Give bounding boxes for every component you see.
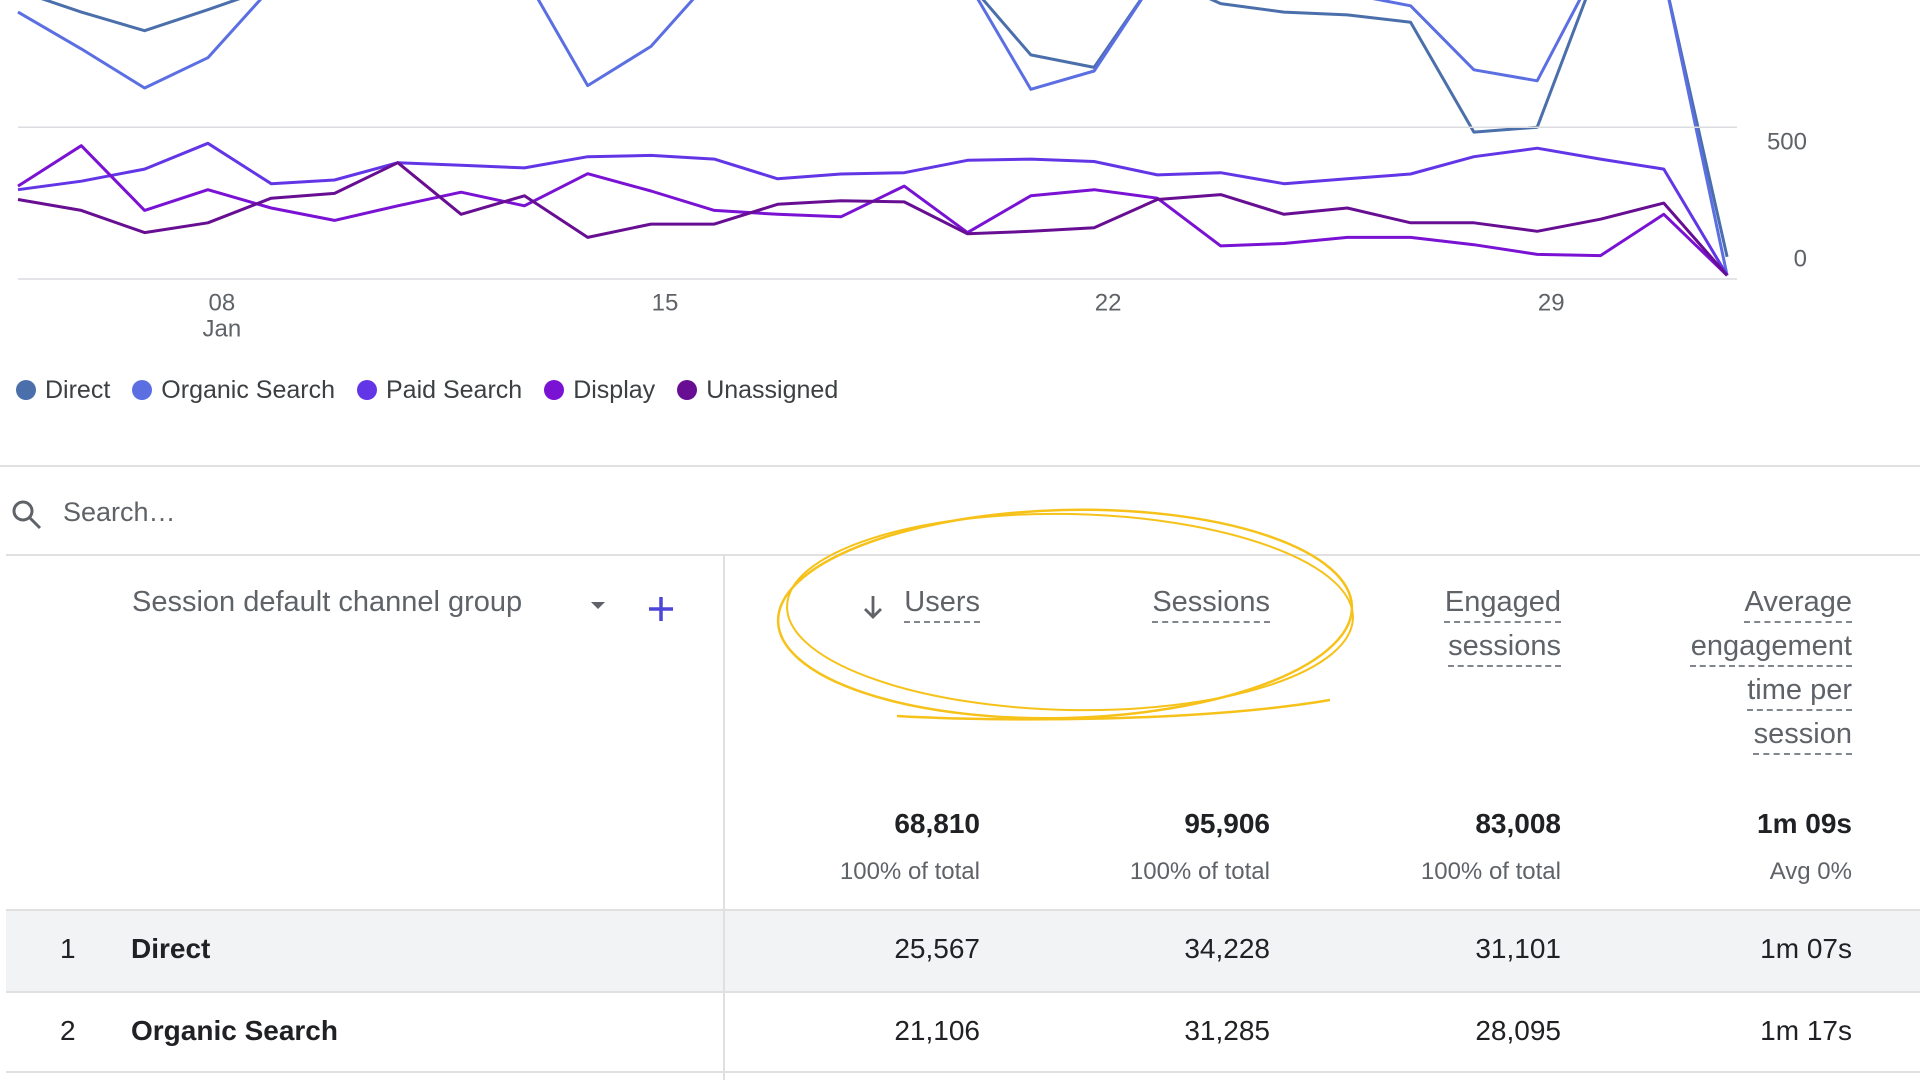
x-tick-label: 29 — [1538, 289, 1565, 316]
row-rank: 2 — [60, 1015, 76, 1046]
dropdown-caret[interactable] — [586, 596, 612, 616]
legend-item[interactable]: Paid Search — [357, 372, 522, 408]
series-line — [17, 141, 1729, 277]
legend-swatch — [544, 380, 565, 400]
row-divider — [6, 1071, 1920, 1073]
column-header-text: Users — [904, 586, 980, 618]
legend-item[interactable]: Organic Search — [132, 372, 335, 408]
column-header-text: Sessions — [1152, 586, 1270, 618]
legend-label: Direct — [45, 375, 111, 404]
column-header-text: Average engagement time per session — [1690, 586, 1852, 750]
legend-label: Organic Search — [161, 375, 335, 404]
column-header[interactable]: Average engagement time per session — [1642, 580, 1852, 756]
column-header[interactable]: Users — [760, 580, 980, 624]
legend-label: Unassigned — [706, 375, 839, 404]
search-input[interactable]: Search… — [63, 497, 176, 527]
total-subtext: Avg 0% — [1769, 858, 1852, 885]
row-cell: 28,095 — [1475, 1015, 1561, 1046]
x-tick-label: 22 — [1095, 289, 1122, 316]
row-background — [6, 991, 1920, 1074]
divider — [6, 554, 1920, 556]
highlight-stroke — [896, 698, 1331, 721]
legend-item[interactable]: Direct — [16, 372, 110, 408]
x-month-label: Jan — [203, 315, 242, 342]
legend-swatch — [677, 380, 698, 400]
total-value: 1m 09s — [1757, 808, 1852, 839]
y-tick-label: 0 — [1794, 245, 1807, 272]
series-line — [17, 161, 1729, 277]
column-divider — [723, 556, 725, 1080]
divider — [0, 465, 1920, 467]
column-header-text: Engaged sessions — [1444, 586, 1561, 662]
series-line — [17, 0, 1729, 276]
row-cell: 34,228 — [1184, 933, 1270, 964]
add-dimension[interactable] — [644, 592, 678, 626]
row-name[interactable]: Organic Search — [131, 1015, 338, 1046]
series-line — [17, 144, 1729, 277]
search-icon — [12, 500, 42, 530]
legend-item[interactable]: Unassigned — [677, 372, 838, 408]
total-value: 95,906 — [1184, 808, 1270, 839]
row-cell: 25,567 — [894, 933, 980, 964]
legend: Direct Organic Search Paid Search Display Un… — [16, 372, 838, 408]
x-tick-label: 15 — [652, 289, 679, 316]
row-cell: 31,101 — [1475, 933, 1561, 964]
legend-item[interactable]: Display — [544, 372, 655, 408]
total-value: 83,008 — [1475, 808, 1561, 839]
total-value: 68,810 — [894, 808, 980, 839]
row-background — [6, 909, 1920, 992]
legend-label: Display — [573, 375, 656, 404]
legend-swatch — [132, 380, 153, 400]
legend-swatch — [16, 380, 36, 400]
series-line — [41, 0, 1729, 258]
row-rank: 1 — [60, 933, 76, 964]
column-header[interactable]: Sessions — [1050, 580, 1270, 624]
row-cell: 31,285 — [1184, 1015, 1270, 1046]
legend-label: Paid Search — [386, 375, 523, 404]
row-name[interactable]: Direct — [131, 933, 211, 964]
total-subtext: 100% of total — [1420, 858, 1561, 885]
column-divider — [723, 909, 725, 1080]
column-header[interactable]: Engaged sessions — [1361, 580, 1561, 668]
row-cell: 1m 17s — [1760, 1015, 1852, 1046]
row-cell: 21,106 — [894, 1015, 980, 1046]
dimension-header[interactable]: Session default channel group — [132, 586, 523, 618]
total-subtext: 100% of total — [839, 858, 980, 885]
total-subtext: 100% of total — [1129, 858, 1270, 885]
y-tick-label: 500 — [1767, 129, 1807, 156]
x-tick-label: 08 — [209, 289, 236, 316]
legend-swatch — [357, 380, 377, 400]
row-cell: 1m 07s — [1760, 933, 1852, 964]
